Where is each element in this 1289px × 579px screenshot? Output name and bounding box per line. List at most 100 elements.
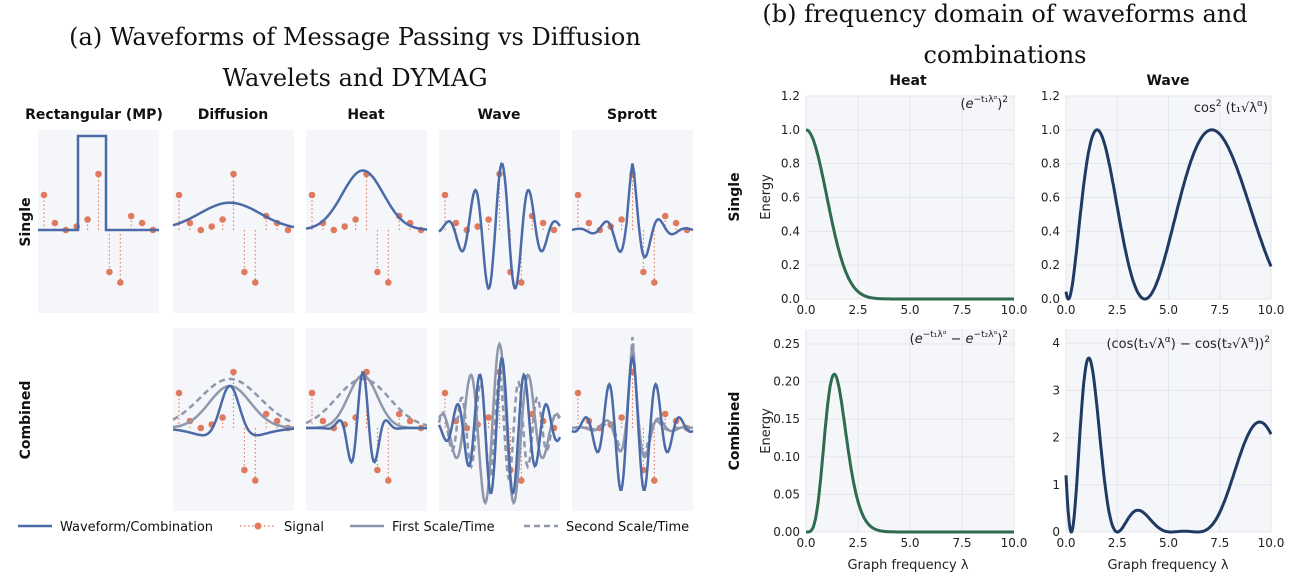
left-col-sprott: Sprott <box>607 107 657 123</box>
y-tick-label: 0.05 <box>773 487 800 501</box>
y-tick-label: 3 <box>1052 383 1060 397</box>
xlabel-heat: Graph frequency λ <box>847 558 968 573</box>
signal-dot <box>186 219 194 227</box>
signal-dot <box>672 219 680 227</box>
signal-dot <box>197 226 205 234</box>
signal-dot <box>252 279 259 286</box>
diffusion-second <box>172 377 295 424</box>
y-tick-label: 0.2 <box>781 258 800 272</box>
chart-combined-heat: 0.00 0.05 0.10 0.15 0.20 0.25 0.0 2.5 5.0 7.5 10.0 <box>773 329 1027 550</box>
signal-dot <box>441 389 449 397</box>
signal-dot <box>518 279 525 286</box>
left-legend: Waveform/Combination Signal First Scale/… <box>18 520 689 535</box>
left-row-single: Single <box>18 197 34 246</box>
left-col-wave: Wave <box>477 107 520 123</box>
signal-dot <box>485 216 492 223</box>
x-tick-label: 2.5 <box>848 536 867 550</box>
signal-dot <box>308 191 316 199</box>
x-tick-label: 7.5 <box>1210 536 1229 550</box>
right-col-heat: Heat <box>889 73 927 89</box>
signal-dot <box>406 417 414 425</box>
signal-dot <box>284 226 292 234</box>
signal-dot <box>651 279 658 286</box>
signal-dot <box>219 216 226 223</box>
signal-dot <box>84 216 91 223</box>
signal-dot <box>550 226 558 234</box>
signal-dot <box>352 216 359 223</box>
sprott-combination <box>571 354 694 491</box>
chart-combined-wave: 0 1 2 3 4 0.0 2.5 5.0 7.5 10.0 <box>1052 329 1284 550</box>
y-tick-label: 0.8 <box>1041 157 1060 171</box>
signal-dot <box>252 477 259 484</box>
signal-dot <box>618 414 625 421</box>
y-tick-label: 4 <box>1052 336 1060 350</box>
signal-dot <box>661 410 669 418</box>
signal-dot <box>474 223 482 230</box>
y-tick-label: 0.8 <box>781 157 800 171</box>
signal-dot <box>230 170 237 178</box>
left-waveforms <box>38 134 694 506</box>
formula-single-wave: cos2 (t₁√λα) <box>1194 99 1268 116</box>
right-row-combined: Combined <box>727 392 743 471</box>
signal-dot <box>127 212 135 220</box>
signal-dot <box>219 414 226 421</box>
signal-dot <box>618 216 625 223</box>
signal-dot <box>175 191 183 199</box>
y-tick-label: 0.4 <box>1041 224 1060 238</box>
y-tick-label: 1.2 <box>781 89 800 103</box>
x-tick-label: 7.5 <box>952 303 971 317</box>
left-col-rect: Rectangular (MP) <box>25 107 163 123</box>
signal-dot <box>138 219 146 227</box>
x-tick-label: 2.5 <box>848 303 867 317</box>
right-title-line2: combinations <box>924 41 1087 69</box>
rect-waveform <box>38 134 159 232</box>
signal-dot <box>106 268 113 276</box>
y-tick-label: 0 <box>1052 525 1060 539</box>
signal-dot <box>574 389 582 397</box>
x-tick-label: 5.0 <box>900 303 919 317</box>
x-tick-label: 2.5 <box>1108 303 1127 317</box>
x-tick-label: 5.0 <box>1159 536 1178 550</box>
legend-label-first: First Scale/Time <box>392 520 495 535</box>
y-tick-label: 0.00 <box>773 525 800 539</box>
signal-dot <box>452 219 460 227</box>
signal-dot <box>374 466 381 474</box>
y-tick-label: 0.6 <box>781 191 800 205</box>
heat-waveform <box>305 169 427 231</box>
diffusion-waveform <box>172 201 295 229</box>
y-tick-label: 0.25 <box>773 337 800 351</box>
signal-dot <box>485 414 492 421</box>
signal-dot <box>661 212 669 220</box>
x-tick-label: 5.0 <box>1159 303 1178 317</box>
y-tick-label: 0.6 <box>1041 191 1060 205</box>
chart-series-line <box>1064 128 1273 301</box>
y-tick-label: 1 <box>1052 478 1060 492</box>
x-tick-label: 10.0 <box>1258 303 1285 317</box>
signal-dot <box>175 389 183 397</box>
diffusion-combination <box>172 384 294 437</box>
left-col-diffusion: Diffusion <box>198 107 268 123</box>
x-tick-label: 10.0 <box>1001 536 1028 550</box>
signal-dot <box>208 223 215 230</box>
signal-dot <box>539 219 547 227</box>
chart-series-line <box>806 372 1014 534</box>
signal-dot <box>341 223 349 230</box>
x-tick-label: 0.0 <box>1056 536 1075 550</box>
legend-swatch-signal-dot <box>254 522 262 530</box>
signal-dot <box>262 410 270 418</box>
y-tick-label: 1.0 <box>1041 123 1060 137</box>
x-tick-label: 7.5 <box>1210 303 1229 317</box>
signal-dot <box>330 226 338 234</box>
formula-combined-wave: (cos(t₁√λα) − cos(t₂√λα))2 <box>1106 335 1270 352</box>
signal-dot <box>40 191 48 199</box>
ylabel-single: Energy <box>759 174 774 220</box>
chart-series-line <box>1064 356 1273 534</box>
signal-dot <box>241 466 248 474</box>
x-tick-label: 0.0 <box>1056 303 1075 317</box>
signal-dot <box>585 219 593 227</box>
signal-dot <box>230 368 237 376</box>
y-tick-label: 1.2 <box>1041 89 1060 103</box>
x-tick-label: 10.0 <box>1001 303 1028 317</box>
y-tick-label: 0.10 <box>773 450 800 464</box>
